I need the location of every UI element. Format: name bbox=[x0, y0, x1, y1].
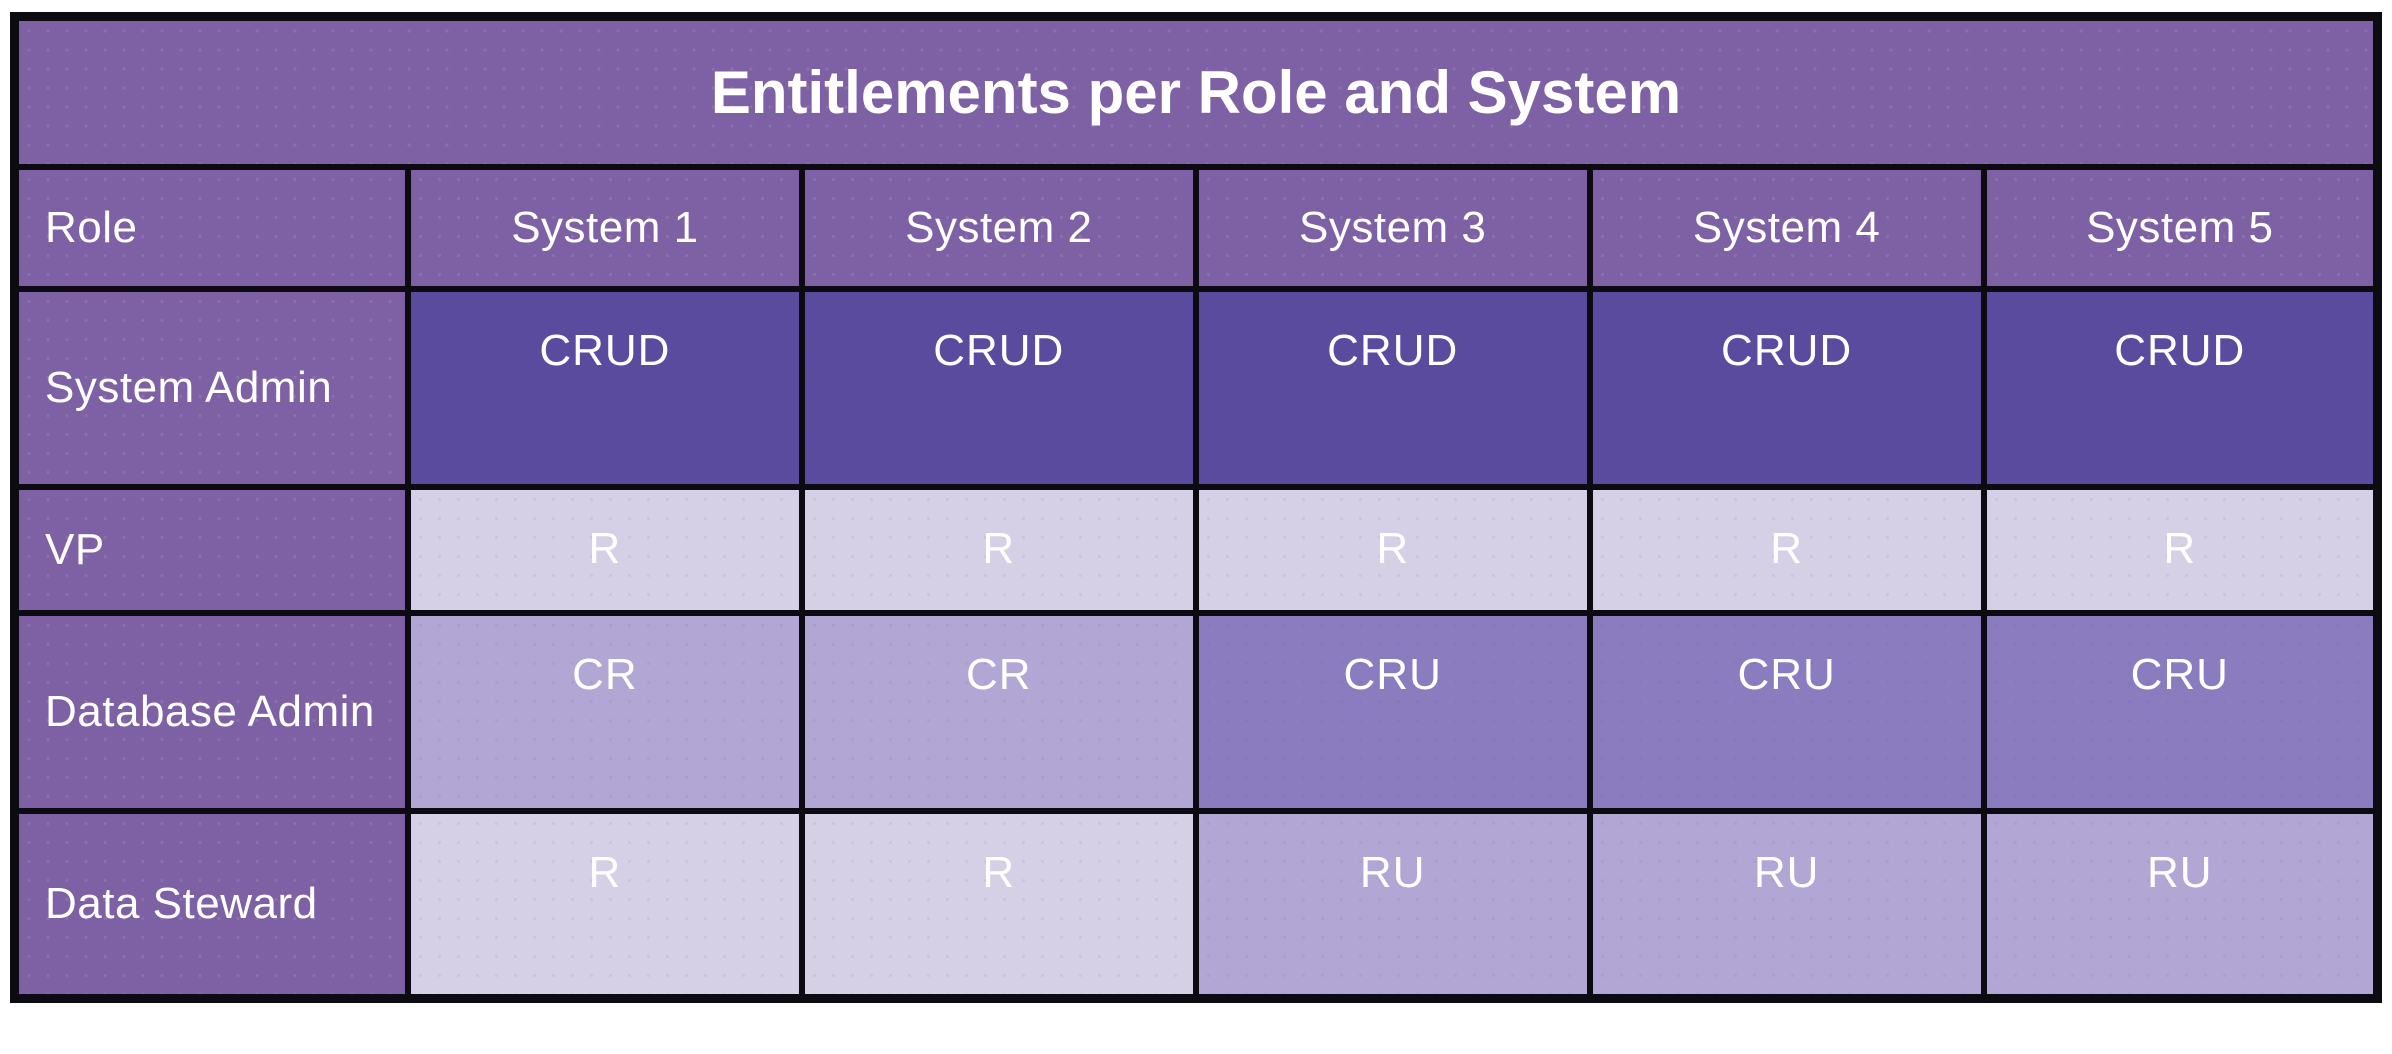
column-header-role: Role bbox=[11, 163, 411, 292]
table-title: Entitlements per Role and System bbox=[11, 13, 2381, 170]
entitlement-cell-data-steward-system-2: R bbox=[798, 807, 1199, 1002]
row-header-system-admin: System Admin bbox=[11, 285, 411, 490]
entitlement-cell-data-steward-system-4: RU bbox=[1586, 807, 1987, 1002]
column-header-system-2: System 2 bbox=[798, 163, 1199, 292]
row-header-vp: VP bbox=[11, 483, 411, 616]
entitlement-cell-vp-system-5: R bbox=[1980, 483, 2381, 616]
entitlement-cell-vp-system-4: R bbox=[1586, 483, 1987, 616]
entitlement-cell-system-admin-system-2: CRUD bbox=[798, 285, 1199, 490]
entitlement-cell-vp-system-1: R bbox=[404, 483, 805, 616]
entitlement-cell-database-admin-system-3: CRU bbox=[1192, 609, 1593, 814]
row-header-database-admin: Database Admin bbox=[11, 609, 411, 814]
entitlement-cell-system-admin-system-5: CRUD bbox=[1980, 285, 2381, 490]
column-header-system-1: System 1 bbox=[404, 163, 805, 292]
entitlement-cell-system-admin-system-1: CRUD bbox=[404, 285, 805, 490]
entitlement-cell-database-admin-system-5: CRU bbox=[1980, 609, 2381, 814]
row-header-data-steward: Data Steward bbox=[11, 807, 411, 1002]
entitlement-cell-data-steward-system-5: RU bbox=[1980, 807, 2381, 1002]
entitlement-cell-system-admin-system-4: CRUD bbox=[1586, 285, 1987, 490]
entitlements-table: Entitlements per Role and System Role Sy… bbox=[10, 12, 2382, 1003]
column-header-system-5: System 5 bbox=[1980, 163, 2381, 292]
column-header-system-3: System 3 bbox=[1192, 163, 1593, 292]
entitlement-cell-vp-system-3: R bbox=[1192, 483, 1593, 616]
column-header-system-4: System 4 bbox=[1586, 163, 1987, 292]
title-row: Entitlements per Role and System bbox=[11, 13, 2381, 170]
entitlement-cell-data-steward-system-3: RU bbox=[1192, 807, 1593, 1002]
entitlement-cell-vp-system-2: R bbox=[798, 483, 1199, 616]
table-row-system-admin: System Admin CRUD CRUD CRUD CRUD CRUD bbox=[11, 285, 2381, 490]
table-row-vp: VP R R R R R bbox=[11, 483, 2381, 616]
entitlement-cell-system-admin-system-3: CRUD bbox=[1192, 285, 1593, 490]
table-row-database-admin: Database Admin CR CR CRU CRU CRU bbox=[11, 609, 2381, 814]
entitlement-cell-database-admin-system-4: CRU bbox=[1586, 609, 1987, 814]
entitlement-cell-data-steward-system-1: R bbox=[404, 807, 805, 1002]
table-row-data-steward: Data Steward R R RU RU RU bbox=[11, 807, 2381, 1002]
entitlement-cell-database-admin-system-2: CR bbox=[798, 609, 1199, 814]
entitlement-cell-database-admin-system-1: CR bbox=[404, 609, 805, 814]
header-row: Role System 1 System 2 System 3 System 4… bbox=[11, 163, 2381, 292]
